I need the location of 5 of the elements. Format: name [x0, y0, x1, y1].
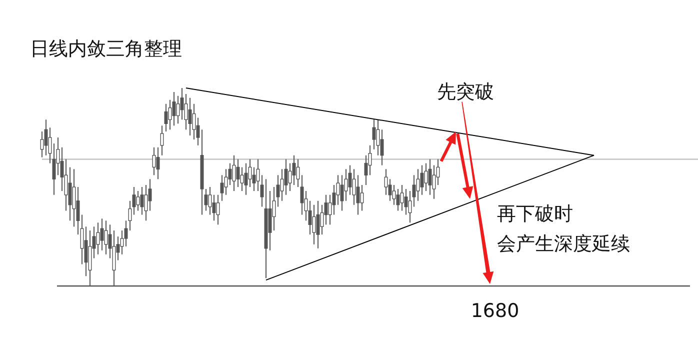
annotation: 先突破: [437, 81, 494, 103]
annotation: 再下破时: [497, 203, 573, 225]
annotation: 会产生深度延续: [497, 233, 630, 255]
annotation: 1680: [470, 300, 520, 322]
title: 日线内敛三角整理: [30, 38, 182, 60]
